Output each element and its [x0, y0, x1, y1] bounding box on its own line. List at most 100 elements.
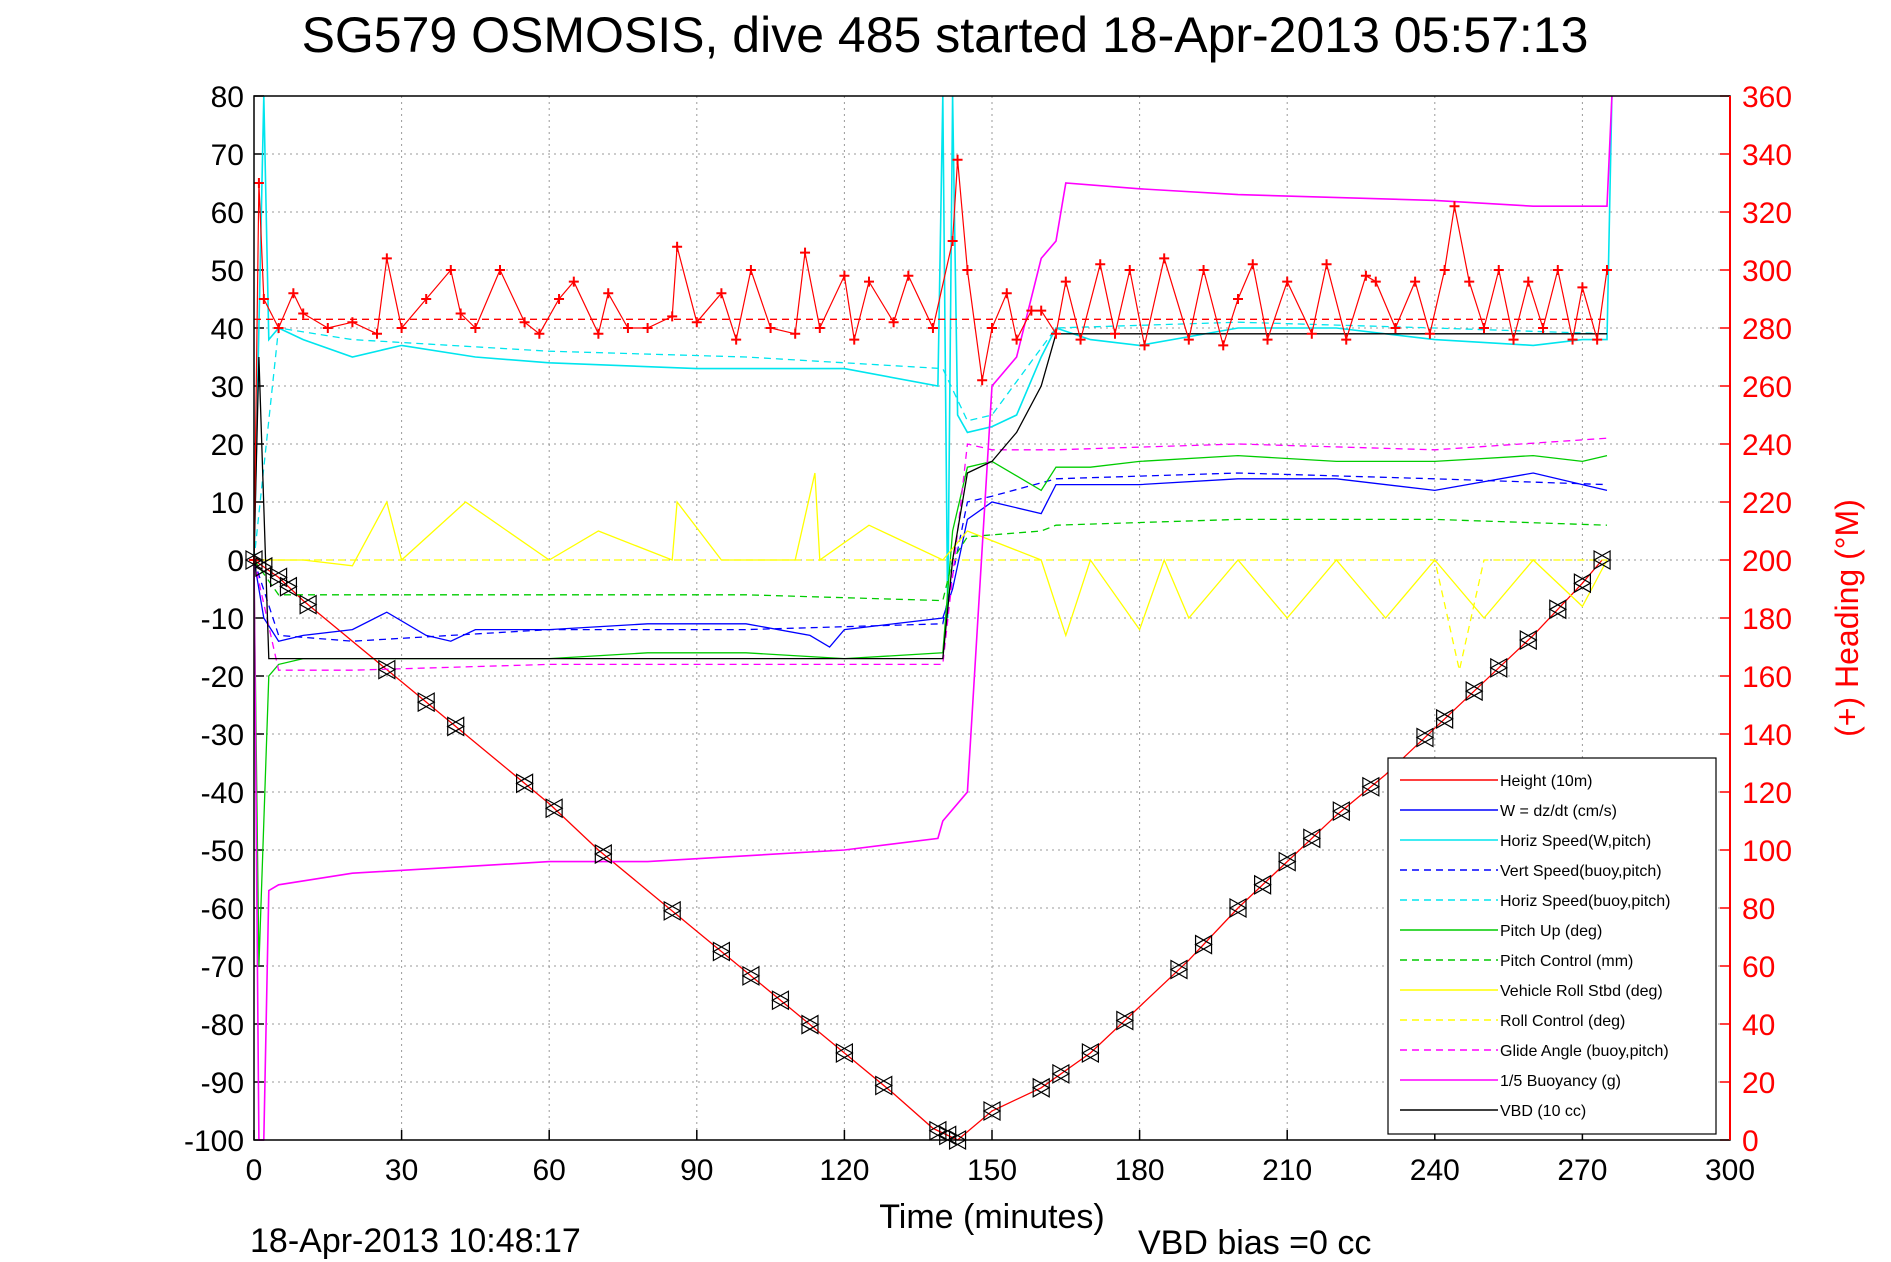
marker-left-triangle [800, 1014, 819, 1035]
marker-left-triangle [928, 1120, 947, 1141]
y-tick-label-right: 20 [1742, 1067, 1775, 1100]
x-tick-label: 120 [819, 1154, 869, 1187]
marker-left-triangle [1253, 874, 1272, 895]
y-tick-label-right: 160 [1742, 661, 1792, 694]
y-tick-label-right: 100 [1742, 835, 1792, 868]
x-tick-label: 30 [385, 1154, 418, 1187]
marker-left-triangle [1081, 1042, 1099, 1064]
y-tick-label-left: -60 [201, 893, 244, 926]
legend-entry: Vehicle Roll Stbd (deg) [1500, 983, 1663, 1000]
y-tick-label-left: 80 [211, 81, 244, 114]
y-tick-label-right: 240 [1742, 429, 1792, 462]
y-tick-label-left: -100 [184, 1125, 244, 1158]
marker-left-triangle [1031, 1077, 1050, 1098]
y-tick-label-left: 40 [211, 313, 244, 346]
marker-left-triangle [298, 594, 317, 615]
x-tick-label: 150 [967, 1154, 1017, 1187]
y-tick-label-right: 140 [1742, 719, 1792, 752]
y-tick-label-left: -90 [201, 1067, 244, 1100]
marker-left-triangle [1169, 959, 1188, 980]
marker-left-triangle [446, 716, 465, 737]
x-tick-label: 90 [680, 1154, 713, 1187]
legend-entry: Roll Control (deg) [1500, 1013, 1625, 1030]
legend-entry: VBD (10 cc) [1500, 1103, 1586, 1120]
y-tick-label-left: -80 [201, 1009, 244, 1042]
y-tick-label-left: -20 [201, 661, 244, 694]
series-vehicle-roll-stbd-deg [254, 472, 1608, 638]
marker-left-triangle [1115, 1010, 1134, 1031]
marker-left-triangle [1302, 828, 1321, 849]
marker-left-triangle [1415, 727, 1434, 748]
legend-entry: Vert Speed(buoy,pitch) [1500, 863, 1662, 880]
series-group [249, 95, 1613, 1141]
series-horiz-speed-buoy-pitch [253, 321, 1608, 561]
marker-left-triangle [662, 900, 681, 921]
y-tick-label-right: 180 [1742, 603, 1792, 636]
y-tick-label-right: 220 [1742, 487, 1792, 520]
legend-entry: Horiz Speed(buoy,pitch) [1500, 893, 1670, 910]
y-tick-label-left: 30 [211, 371, 244, 404]
legend-entry: 1/5 Buoyancy (g) [1500, 1073, 1621, 1090]
series-1-5-buoyancy-g [253, 95, 1613, 1141]
chart-title: SG579 OSMOSIS, dive 485 started 18-Apr-2… [302, 7, 1589, 63]
marker-left-triangle [269, 567, 288, 588]
y-tick-label-left: -10 [201, 603, 244, 636]
marker-left-triangle [1464, 681, 1483, 702]
y-tick-label-left: -50 [201, 835, 244, 868]
series-heading-points [249, 154, 1612, 565]
footer-vbd-bias: VBD bias =0 cc [1138, 1224, 1371, 1262]
y-tick-label-left: -70 [201, 951, 244, 984]
marker-left-triangle [1435, 708, 1454, 729]
marker-left-triangle [515, 773, 534, 794]
y-tick-label-left: -30 [201, 719, 244, 752]
legend: Height (10m) W = dz/dt (cm/s) Horiz Speed(… [1387, 757, 1717, 1135]
x-tick-label: 300 [1705, 1154, 1755, 1187]
legend-box [1387, 757, 1717, 1135]
x-tick-label: 60 [533, 1154, 566, 1187]
y-tick-label-right: 280 [1742, 313, 1792, 346]
marker-left-triangle [1489, 657, 1508, 678]
marker-left-triangle [416, 692, 435, 713]
y-tick-label-right: 80 [1742, 893, 1775, 926]
y-tick-label-left: 70 [211, 139, 244, 172]
marker-left-triangle [279, 576, 298, 597]
x-tick-label: 180 [1115, 1154, 1165, 1187]
y-tick-label-left: 60 [211, 197, 244, 230]
legend-entry: Glide Angle (buoy,pitch) [1500, 1043, 1669, 1060]
x-axis-label: Time (minutes) [879, 1198, 1104, 1236]
y-tick-label-right: 360 [1742, 81, 1792, 114]
y-tick-label-left: 20 [211, 429, 244, 462]
marker-left-triangle [594, 844, 612, 865]
x-tick-label: 270 [1557, 1154, 1607, 1187]
marker-left-triangle [1548, 599, 1567, 620]
tick-labels: 0 30 60 90 120 150 180 210 240 270 300807060504030… [184, 81, 1792, 1187]
marker-left-triangle [544, 798, 563, 819]
series-horiz-speed-w-pitch [253, 95, 1613, 619]
footer-timestamp: 18-Apr-2013 10:48:17 [250, 1222, 581, 1260]
marker-left-triangle [1573, 573, 1591, 594]
marker-left-triangle [835, 1042, 853, 1064]
marker-left-triangle [377, 659, 396, 680]
series-glide-angle-buoy-pitch [253, 437, 1608, 671]
series-roll-control-deg [254, 559, 1607, 671]
marker-left-triangle [1228, 897, 1247, 919]
y-tick-label-right: 340 [1742, 139, 1792, 172]
triangle-markers [244, 549, 1612, 1151]
marker-left-triangle [741, 965, 760, 986]
y-tick-label-right: 120 [1742, 777, 1792, 810]
y-tick-label-left: 0 [227, 545, 244, 578]
marker-left-triangle [982, 1100, 1001, 1122]
y-tick-label-right: 200 [1742, 545, 1792, 578]
y-tick-label-right: 60 [1742, 951, 1775, 984]
y-tick-label-right: 260 [1742, 371, 1792, 404]
y-tick-label-right: 300 [1742, 255, 1792, 288]
x-tick-label: 240 [1410, 1154, 1460, 1187]
marker-left-triangle [771, 990, 790, 1011]
right-axis-label: (+) Heading (°M) [1829, 499, 1865, 737]
marker-left-triangle [254, 556, 273, 577]
marker-left-triangle [1361, 776, 1380, 797]
y-tick-label-left: 50 [211, 255, 244, 288]
series-vbd-10-cc [253, 333, 1607, 660]
series-w-dz-dt-cm-s [253, 472, 1608, 648]
legend-entry: Height (10m) [1500, 773, 1592, 790]
